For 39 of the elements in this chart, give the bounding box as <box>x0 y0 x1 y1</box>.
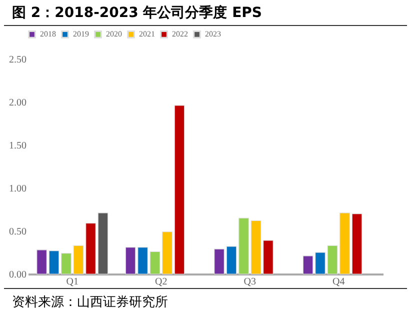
bar <box>226 246 237 274</box>
bar <box>174 105 185 274</box>
bar <box>98 212 108 274</box>
bar <box>263 240 274 274</box>
legend-label: 2019 <box>73 29 89 38</box>
bar <box>352 214 362 274</box>
bar <box>214 248 224 274</box>
x-tick-label: Q1 <box>66 276 78 288</box>
bar <box>48 250 60 274</box>
legend-label: 2021 <box>139 29 155 38</box>
bar <box>150 251 160 274</box>
bar <box>327 245 338 274</box>
legend-label: 2022 <box>172 29 188 38</box>
bar <box>86 222 96 274</box>
x-tick-label: Q2 <box>155 276 168 288</box>
legend-label: 2023 <box>205 29 221 38</box>
bar <box>61 253 72 274</box>
bar <box>73 245 84 274</box>
x-tick-label: Q3 <box>244 276 256 288</box>
text: 资料来源：山西证券研究所 <box>4 288 407 315</box>
bar <box>302 256 314 274</box>
y-tick-label: 2.50 <box>9 54 26 66</box>
bar <box>340 212 350 274</box>
bar <box>36 250 47 274</box>
bar <box>250 220 262 274</box>
y-tick-label: 0.50 <box>9 226 26 238</box>
chart-title: 图 2：2018-2023 年公司分季度 EPS <box>4 0 407 26</box>
y-tick-label: 0.00 <box>9 270 26 280</box>
bar <box>138 247 148 274</box>
legend-label: 2018 <box>40 29 56 38</box>
bar <box>125 247 136 274</box>
x-tick-label: Q4 <box>332 276 345 288</box>
y-tick-label: 1.50 <box>9 140 26 152</box>
legend-label: 2020 <box>106 29 122 38</box>
y-tick-label: 2.00 <box>9 98 26 108</box>
bar <box>315 252 326 274</box>
bar <box>162 232 172 274</box>
bar <box>238 218 249 274</box>
y-tick-label: 1.00 <box>9 184 26 194</box>
